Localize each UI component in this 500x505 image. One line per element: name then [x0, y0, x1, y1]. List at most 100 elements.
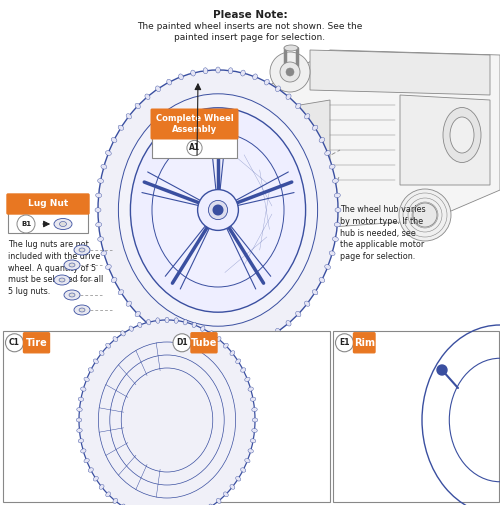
- Ellipse shape: [126, 114, 132, 119]
- Ellipse shape: [98, 237, 103, 241]
- Ellipse shape: [276, 328, 280, 334]
- Ellipse shape: [329, 165, 335, 169]
- Ellipse shape: [74, 245, 90, 255]
- Ellipse shape: [80, 387, 86, 391]
- Ellipse shape: [79, 308, 85, 312]
- Bar: [332, 331, 499, 502]
- Circle shape: [198, 189, 238, 230]
- Circle shape: [336, 334, 353, 352]
- FancyBboxPatch shape: [152, 110, 237, 158]
- Ellipse shape: [230, 485, 235, 489]
- Text: The lug nuts are not
included with the drive
wheel. A quantity of 5
must be sele: The lug nuts are not included with the d…: [8, 240, 104, 296]
- Ellipse shape: [76, 418, 82, 422]
- Text: A1: A1: [189, 143, 200, 153]
- Ellipse shape: [138, 322, 142, 328]
- Ellipse shape: [276, 86, 280, 91]
- Ellipse shape: [78, 439, 84, 443]
- Circle shape: [187, 140, 202, 156]
- Ellipse shape: [60, 222, 66, 227]
- Ellipse shape: [250, 439, 256, 443]
- Ellipse shape: [165, 317, 169, 323]
- Ellipse shape: [228, 68, 233, 74]
- FancyBboxPatch shape: [150, 109, 238, 139]
- Text: Lug Nut: Lug Nut: [28, 199, 68, 209]
- Circle shape: [280, 62, 300, 82]
- Ellipse shape: [135, 103, 140, 109]
- Ellipse shape: [113, 498, 117, 503]
- Ellipse shape: [191, 344, 196, 350]
- Ellipse shape: [156, 86, 160, 91]
- Ellipse shape: [69, 263, 75, 267]
- Circle shape: [213, 205, 223, 215]
- Ellipse shape: [146, 320, 150, 325]
- Text: Please Note:: Please Note:: [212, 10, 288, 20]
- Ellipse shape: [216, 498, 221, 503]
- Ellipse shape: [240, 368, 246, 372]
- Ellipse shape: [96, 193, 102, 197]
- Ellipse shape: [129, 326, 134, 331]
- Ellipse shape: [252, 408, 258, 412]
- Ellipse shape: [121, 504, 125, 505]
- Circle shape: [286, 68, 294, 76]
- Bar: [310, 162, 320, 172]
- Ellipse shape: [203, 68, 207, 74]
- Ellipse shape: [184, 320, 188, 325]
- Circle shape: [304, 149, 316, 161]
- Ellipse shape: [224, 343, 228, 348]
- Ellipse shape: [329, 251, 335, 256]
- Text: Rim: Rim: [354, 338, 375, 348]
- Polygon shape: [400, 95, 490, 185]
- Ellipse shape: [88, 368, 94, 372]
- Ellipse shape: [156, 318, 160, 323]
- FancyBboxPatch shape: [24, 333, 50, 353]
- Ellipse shape: [236, 359, 240, 364]
- Bar: [2, 331, 168, 502]
- Circle shape: [6, 334, 24, 352]
- Ellipse shape: [191, 70, 196, 76]
- Ellipse shape: [450, 117, 474, 153]
- FancyBboxPatch shape: [8, 195, 88, 233]
- Ellipse shape: [230, 350, 235, 356]
- Circle shape: [304, 165, 316, 177]
- Ellipse shape: [296, 312, 301, 317]
- Ellipse shape: [54, 275, 70, 285]
- Ellipse shape: [284, 45, 298, 51]
- Ellipse shape: [113, 336, 117, 341]
- Text: D1: D1: [176, 338, 188, 347]
- Ellipse shape: [98, 179, 103, 183]
- Ellipse shape: [64, 290, 80, 300]
- Ellipse shape: [76, 428, 82, 432]
- Ellipse shape: [95, 208, 101, 212]
- Ellipse shape: [118, 125, 124, 130]
- Circle shape: [399, 189, 451, 241]
- Text: C1: C1: [9, 338, 20, 347]
- Ellipse shape: [264, 79, 269, 85]
- Ellipse shape: [245, 377, 250, 381]
- Polygon shape: [310, 50, 490, 95]
- Ellipse shape: [203, 346, 207, 352]
- Ellipse shape: [209, 504, 213, 505]
- Ellipse shape: [99, 485, 104, 489]
- Ellipse shape: [80, 449, 86, 453]
- Ellipse shape: [152, 133, 284, 287]
- Ellipse shape: [96, 222, 102, 227]
- Bar: [170, 331, 330, 502]
- Ellipse shape: [101, 251, 107, 256]
- Ellipse shape: [54, 219, 72, 229]
- Ellipse shape: [101, 165, 107, 169]
- Ellipse shape: [252, 340, 258, 346]
- Ellipse shape: [250, 397, 256, 401]
- Ellipse shape: [167, 79, 172, 85]
- FancyBboxPatch shape: [7, 194, 89, 214]
- Ellipse shape: [130, 108, 306, 312]
- Ellipse shape: [84, 459, 89, 463]
- Ellipse shape: [69, 293, 75, 297]
- FancyBboxPatch shape: [191, 333, 217, 353]
- Ellipse shape: [236, 477, 240, 481]
- Ellipse shape: [286, 321, 291, 326]
- FancyBboxPatch shape: [354, 333, 375, 353]
- Ellipse shape: [98, 70, 338, 350]
- Ellipse shape: [167, 335, 172, 341]
- Ellipse shape: [94, 477, 98, 481]
- Ellipse shape: [240, 468, 246, 472]
